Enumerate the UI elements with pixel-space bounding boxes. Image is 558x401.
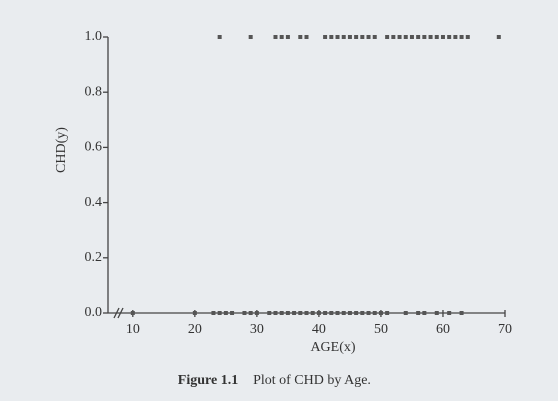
point	[416, 311, 421, 315]
point	[298, 311, 303, 315]
point	[230, 311, 235, 315]
x-tick-label: 10	[126, 322, 140, 337]
point	[273, 35, 278, 39]
point	[465, 35, 470, 39]
point	[329, 35, 334, 39]
point	[223, 311, 228, 315]
point	[496, 35, 501, 39]
x-tick-label: 60	[436, 322, 450, 337]
point	[285, 35, 290, 39]
point	[372, 311, 377, 315]
point	[372, 35, 377, 39]
point	[447, 35, 452, 39]
y-tick-label: 0.8	[85, 84, 103, 99]
x-tick-label: 40	[312, 322, 326, 337]
point	[385, 35, 390, 39]
point	[422, 311, 427, 315]
point	[304, 311, 309, 315]
point	[298, 35, 303, 39]
point	[434, 311, 439, 315]
point	[360, 311, 365, 315]
axis-break	[113, 307, 120, 319]
point	[304, 35, 309, 39]
point	[428, 35, 433, 39]
point	[211, 311, 216, 315]
point	[440, 35, 445, 39]
point	[267, 311, 272, 315]
point	[366, 35, 371, 39]
x-tick-label: 50	[374, 322, 388, 337]
point	[366, 311, 371, 315]
point	[385, 311, 390, 315]
point	[391, 35, 396, 39]
point	[447, 311, 452, 315]
point	[403, 35, 408, 39]
axis-break	[117, 307, 124, 319]
point	[397, 35, 402, 39]
point	[310, 311, 315, 315]
point	[242, 311, 247, 315]
point	[316, 311, 321, 315]
x-tick-label: 30	[250, 322, 264, 337]
point	[279, 35, 284, 39]
y-axis-label: CHD(y)	[54, 127, 69, 173]
point	[409, 35, 414, 39]
point	[248, 311, 253, 315]
point	[354, 35, 359, 39]
point	[347, 35, 352, 39]
point	[323, 311, 328, 315]
point	[248, 35, 253, 39]
point	[416, 35, 421, 39]
point	[323, 35, 328, 39]
x-tick-label: 20	[188, 322, 202, 337]
point	[341, 35, 346, 39]
point	[279, 311, 284, 315]
point	[341, 311, 346, 315]
figure-label: Figure 1.1	[178, 373, 238, 388]
point	[354, 311, 359, 315]
point	[434, 35, 439, 39]
point	[292, 311, 297, 315]
point	[192, 311, 197, 315]
point	[217, 311, 222, 315]
point	[254, 311, 259, 315]
y-tick-label: 1.0	[85, 29, 103, 44]
point	[403, 311, 408, 315]
y-tick-label: 0.2	[85, 250, 103, 265]
y-tick-label: 0.0	[85, 305, 103, 320]
point	[285, 311, 290, 315]
point	[217, 35, 222, 39]
point	[422, 35, 427, 39]
caption: Plot of CHD by Age.	[253, 373, 371, 388]
point	[459, 311, 464, 315]
point	[273, 311, 278, 315]
point	[335, 35, 340, 39]
y-tick-label: 0.4	[85, 195, 103, 210]
x-tick-label: 70	[498, 322, 512, 337]
point	[459, 35, 464, 39]
point	[347, 311, 352, 315]
point	[453, 35, 458, 39]
point	[335, 311, 340, 315]
point	[360, 35, 365, 39]
point	[130, 311, 135, 315]
y-tick-label: 0.6	[85, 140, 103, 155]
point	[378, 311, 383, 315]
point	[329, 311, 334, 315]
x-axis-label: AGE(x)	[310, 340, 355, 355]
